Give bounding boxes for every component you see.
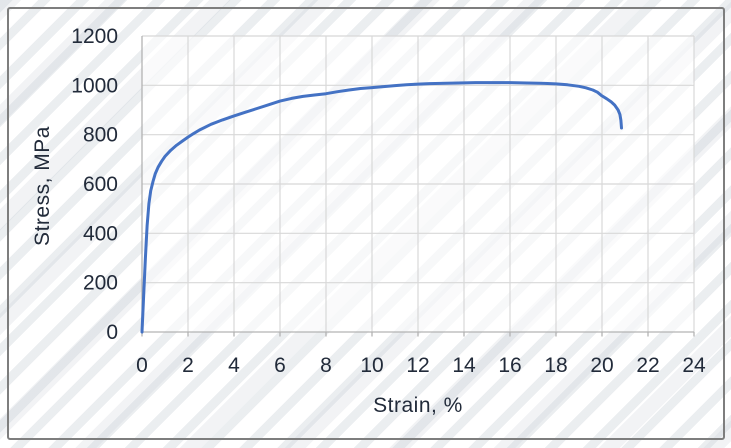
x-tick-label: 20 bbox=[590, 354, 613, 377]
x-axis-title: Strain, % bbox=[373, 394, 463, 417]
stress-strain-curve bbox=[140, 81, 623, 334]
x-tick-label: 8 bbox=[320, 354, 332, 377]
y-axis-title: Stress, MPa bbox=[31, 126, 54, 246]
x-tick-label: 12 bbox=[406, 354, 429, 377]
figure-border bbox=[7, 7, 725, 440]
y-tick-label: 800 bbox=[83, 124, 118, 147]
y-tick-label: 600 bbox=[83, 173, 118, 196]
y-tick-labels-group: 0 200 400 600 800 1000 1200 bbox=[71, 25, 118, 344]
x-tick-label: 16 bbox=[498, 354, 521, 377]
y-tick-label: 400 bbox=[83, 222, 118, 245]
x-tick-label: 24 bbox=[682, 354, 706, 377]
x-tick-label: 18 bbox=[544, 354, 567, 377]
axis-ticks-group bbox=[141, 332, 695, 337]
x-tick-labels-group: 0 2 4 6 8 10 12 14 16 18 20 22 24 bbox=[136, 354, 706, 377]
y-tick-label: 200 bbox=[83, 272, 118, 295]
data-series-group bbox=[140, 81, 623, 334]
x-tick-label: 0 bbox=[136, 354, 148, 377]
y-tick-label: 0 bbox=[106, 321, 118, 344]
x-tick-label: 4 bbox=[228, 354, 240, 377]
y-tick-label: 1200 bbox=[71, 25, 118, 48]
y-tick-label: 1000 bbox=[71, 74, 118, 97]
x-tick-label: 10 bbox=[360, 354, 383, 377]
x-tick-label: 6 bbox=[274, 354, 286, 377]
x-tick-label: 2 bbox=[182, 354, 194, 377]
x-tick-label: 22 bbox=[636, 354, 659, 377]
x-tick-label: 14 bbox=[452, 354, 476, 377]
